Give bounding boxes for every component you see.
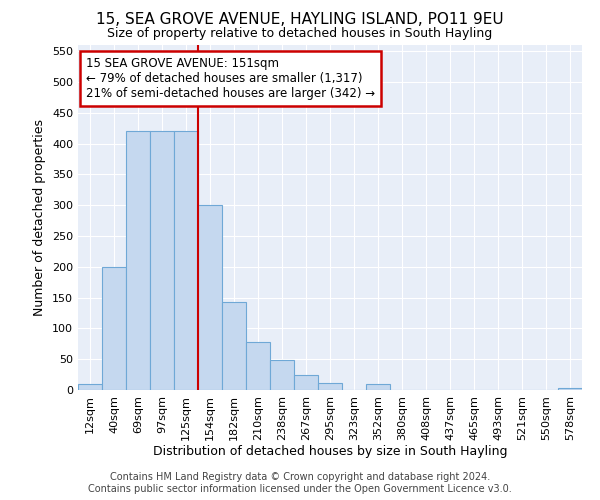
Bar	[246, 342, 270, 390]
Bar	[366, 384, 390, 390]
X-axis label: Distribution of detached houses by size in South Hayling: Distribution of detached houses by size …	[153, 446, 507, 458]
Bar	[294, 374, 318, 390]
Bar	[198, 205, 222, 390]
Bar	[222, 302, 246, 390]
Bar	[150, 131, 174, 390]
Text: 15, SEA GROVE AVENUE, HAYLING ISLAND, PO11 9EU: 15, SEA GROVE AVENUE, HAYLING ISLAND, PO…	[96, 12, 504, 28]
Text: Size of property relative to detached houses in South Hayling: Size of property relative to detached ho…	[107, 28, 493, 40]
Bar	[558, 388, 582, 390]
Bar	[270, 360, 294, 390]
Bar	[78, 384, 102, 390]
Y-axis label: Number of detached properties: Number of detached properties	[34, 119, 46, 316]
Text: Contains HM Land Registry data © Crown copyright and database right 2024.
Contai: Contains HM Land Registry data © Crown c…	[88, 472, 512, 494]
Bar	[174, 131, 198, 390]
Bar	[318, 382, 342, 390]
Bar	[126, 131, 150, 390]
Text: 15 SEA GROVE AVENUE: 151sqm
← 79% of detached houses are smaller (1,317)
21% of : 15 SEA GROVE AVENUE: 151sqm ← 79% of det…	[86, 57, 374, 100]
Bar	[102, 267, 126, 390]
